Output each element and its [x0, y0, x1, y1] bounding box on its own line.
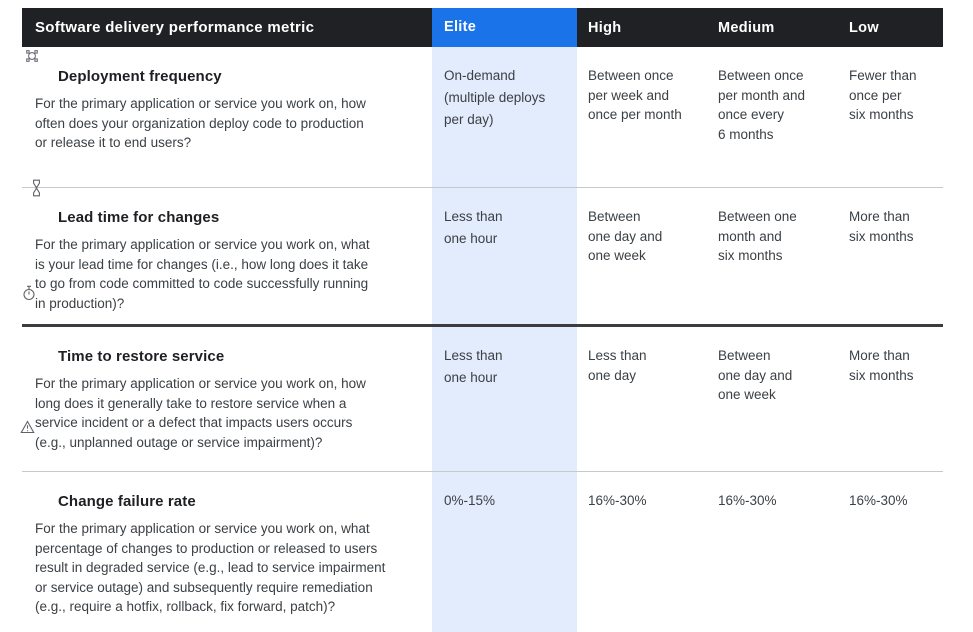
metric-title: Deployment frequency: [58, 68, 222, 85]
table-row: Deployment frequency For the primary app…: [22, 47, 943, 187]
cell-low: Fewer than once per six months: [849, 68, 917, 122]
cell-high: Between one day and one week: [588, 209, 663, 263]
transform-handles-icon: [26, 50, 38, 62]
metric-cell-change-failure-rate: Change failure rate For the primary appl…: [22, 472, 432, 632]
cell-low: More than six months: [849, 348, 914, 383]
cell-medium: 16%-30%: [718, 493, 777, 508]
stopwatch-icon: [22, 285, 36, 301]
row-divider: [22, 187, 943, 188]
cell-high: Less than one day: [588, 348, 647, 383]
cell-medium: Between one month and six months: [718, 209, 797, 263]
metric-title: Change failure rate: [58, 493, 196, 510]
row-divider-bold: [22, 324, 943, 327]
metric-title: Lead time for changes: [58, 209, 220, 226]
metric-cell-lead-time: Lead time for changes For the primary ap…: [22, 188, 432, 324]
metric-cell-deployment-frequency: Deployment frequency For the primary app…: [22, 47, 432, 187]
row-divider: [22, 471, 943, 472]
cell-medium: Between one day and one week: [718, 348, 793, 402]
metric-description: For the primary application or service y…: [35, 237, 370, 311]
table-row: Lead time for changes For the primary ap…: [22, 188, 943, 324]
metric-cell-time-to-restore: Time to restore service For the primary …: [22, 327, 432, 471]
metric-description: For the primary application or service y…: [35, 376, 366, 450]
cell-elite: Less than one hour: [444, 209, 503, 246]
table-row: Time to restore service For the primary …: [22, 327, 943, 471]
metric-description: For the primary application or service y…: [35, 96, 366, 150]
cell-elite: On-demand (multiple deploys per day): [444, 68, 546, 127]
cell-medium: Between once per month and once every 6 …: [718, 68, 806, 142]
header-medium: Medium: [718, 19, 775, 36]
metric-title: Time to restore service: [58, 348, 225, 365]
header-low: Low: [849, 19, 879, 36]
cell-high: 16%-30%: [588, 493, 647, 508]
warning-triangle-icon: [20, 420, 35, 434]
table-header-row: Software delivery performance metric Eli…: [22, 8, 943, 47]
cell-elite: 0%-15%: [444, 493, 496, 508]
metric-description: For the primary application or service y…: [35, 521, 386, 614]
elite-column-highlight: [432, 47, 577, 632]
header-high: High: [588, 19, 622, 36]
cell-low: More than six months: [849, 209, 914, 244]
hourglass-icon: [31, 179, 42, 197]
cell-high: Between once per week and once per month: [588, 68, 682, 122]
header-metric-label: Software delivery performance metric: [35, 19, 315, 36]
cell-elite: Less than one hour: [444, 348, 503, 385]
header-elite: Elite: [432, 8, 577, 47]
cell-low: 16%-30%: [849, 493, 908, 508]
dora-performance-table: Software delivery performance metric Eli…: [22, 8, 943, 632]
table-row: Change failure rate For the primary appl…: [22, 472, 943, 632]
